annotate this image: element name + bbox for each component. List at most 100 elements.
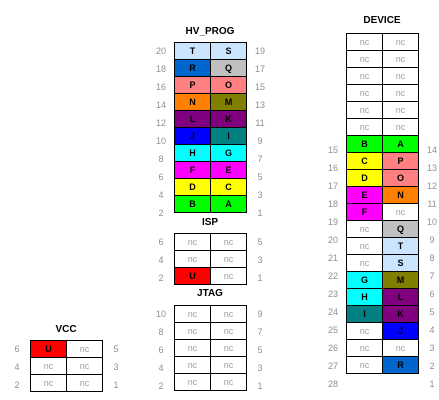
pin-cell-nc: nc <box>382 84 419 102</box>
pin-number-right: 13 <box>254 100 265 110</box>
pin-row: nc nc <box>346 84 419 102</box>
pin-number-left: 16 <box>327 163 338 173</box>
pin-cell-b: B <box>346 135 383 153</box>
pin-cell-u: U <box>30 340 67 358</box>
pin-row: nc nc <box>174 233 247 251</box>
hv-prog-title: HV_PROG <box>185 26 235 37</box>
pin-number-right: 10 <box>426 217 437 227</box>
pin-cell-h: H <box>174 144 211 162</box>
pin-cell-q: Q <box>210 59 247 77</box>
pin-cell-c: C <box>210 178 247 196</box>
pin-number-left: 8 <box>158 154 164 164</box>
pin-cell-i: I <box>210 127 247 145</box>
pin-cell-nc: nc <box>382 118 419 136</box>
pin-row: nc nc <box>346 118 419 136</box>
pin-cell-nc: nc <box>346 67 383 85</box>
pin-number-left: 16 <box>155 82 166 92</box>
pin-number-left: 2 <box>158 208 164 218</box>
pin-cell-f: F <box>346 203 383 221</box>
pin-number-right: 1 <box>257 273 263 283</box>
pin-number-right: 9 <box>429 235 435 245</box>
pin-cell-nc: nc <box>346 84 383 102</box>
pin-number-right: 13 <box>426 163 437 173</box>
pin-cell-nc: nc <box>382 50 419 68</box>
pin-cell-nc: nc <box>210 233 247 251</box>
pin-number-left: 2 <box>158 273 164 283</box>
pin-number-right <box>421 124 439 140</box>
pin-cell-nc: nc <box>210 250 247 268</box>
pin-cell-nc: nc <box>210 356 247 374</box>
pin-row: nc nc <box>174 339 247 357</box>
pin-row: nc nc <box>346 33 419 51</box>
pin-cell-nc: nc <box>30 374 67 392</box>
pin-number-right: 7 <box>429 271 435 281</box>
pin-number-left: 28 <box>327 379 338 389</box>
pin-cell-j: J <box>174 127 211 145</box>
pin-number-left: 23 <box>327 289 338 299</box>
pin-number-left: 22 <box>327 271 338 281</box>
pin-number-left: 24 <box>327 307 338 317</box>
pin-number-left: 12 <box>155 118 166 128</box>
pin-row: nc Q <box>346 220 419 238</box>
pin-row: nc nc <box>346 339 419 357</box>
pin-number-right: 4 <box>429 325 435 335</box>
pin-number-right: 1 <box>257 381 263 391</box>
pin-cell-nc: nc <box>346 237 383 255</box>
pin-number-right: 14 <box>426 145 437 155</box>
pin-cell-nc: nc <box>210 339 247 357</box>
pin-row: nc J <box>346 322 419 340</box>
pin-number-left: 25 <box>327 325 338 335</box>
pin-cell-nc: nc <box>346 50 383 68</box>
pin-number-left: 6 <box>158 345 164 355</box>
pin-cell-nc: nc <box>382 203 419 221</box>
pin-number-right: 3 <box>429 343 435 353</box>
pin-number-right: 5 <box>257 345 263 355</box>
pin-cell-u: U <box>174 267 211 285</box>
pin-number-right: 6 <box>429 289 435 299</box>
pin-cell-nc: nc <box>174 233 211 251</box>
pin-cell-l: L <box>174 110 211 128</box>
pin-row: nc nc <box>174 305 247 323</box>
pin-number-left: 6 <box>158 172 164 182</box>
pin-number-left: 10 <box>155 136 166 146</box>
pin-number-right <box>421 106 439 122</box>
pin-cell-nc: nc <box>346 254 383 272</box>
pin-row: nc nc <box>174 356 247 374</box>
jtag-title: JTAG <box>197 288 223 299</box>
pin-cell-nc: nc <box>346 356 383 374</box>
pin-number-left: 18 <box>155 64 166 74</box>
pin-number-left: 4 <box>158 363 164 373</box>
pin-number-left: 20 <box>327 235 338 245</box>
pin-cell-nc: nc <box>346 118 383 136</box>
pin-cell-nc: nc <box>382 67 419 85</box>
pin-number-left: 17 <box>327 181 338 191</box>
pin-cell-nc: nc <box>174 339 211 357</box>
pin-number-left: 4 <box>158 255 164 265</box>
pin-number-right: 1 <box>429 379 435 389</box>
pin-number-left: 2 <box>14 380 20 390</box>
pin-number-right: 7 <box>257 327 263 337</box>
pin-number-right: 11 <box>255 118 265 128</box>
pin-number-left: 15 <box>327 145 338 155</box>
pin-row: nc nc <box>174 373 247 391</box>
pin-cell-nc: nc <box>66 374 103 392</box>
pin-number-left: 10 <box>155 309 166 319</box>
pin-number-right: 12 <box>426 181 437 191</box>
pin-cell-n: N <box>174 93 211 111</box>
pin-table: nc nc nc nc nc nc nc nc nc nc <box>174 305 247 391</box>
pin-cell-e: E <box>346 186 383 204</box>
pin-row: nc nc <box>346 101 419 119</box>
